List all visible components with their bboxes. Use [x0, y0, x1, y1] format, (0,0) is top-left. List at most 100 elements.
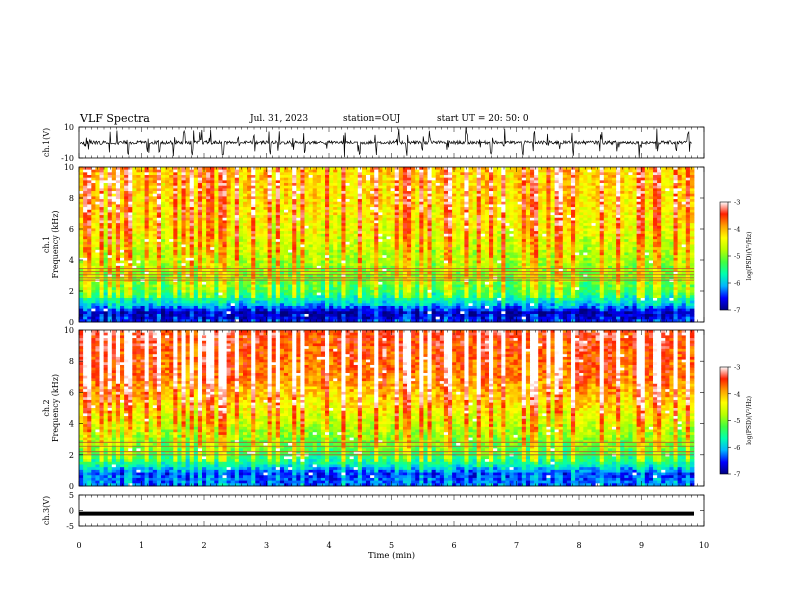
spectrogram-cell [214, 239, 219, 243]
spectrogram-cell [653, 188, 658, 192]
spectrogram-cell [132, 247, 137, 251]
spectrogram-cell [243, 169, 248, 173]
spectrogram-cell [431, 204, 437, 208]
spectrogram-cell [394, 212, 400, 216]
spectrogram-cell [161, 249, 166, 253]
spectrogram-cell [115, 169, 121, 173]
spectrogram-cell [353, 169, 359, 173]
spectrogram-cell [489, 177, 494, 181]
spectrogram-cell [607, 239, 613, 243]
spectrogram-cell [243, 188, 248, 192]
spectrogram-cell [513, 228, 519, 232]
spectrogram-cell [357, 175, 363, 179]
spectrogram-cell [681, 180, 687, 184]
spectrogram-cell [152, 241, 158, 245]
spectrogram-cell [247, 183, 252, 187]
spectrogram-cell [271, 201, 277, 205]
spectrogram-cell [79, 191, 84, 195]
spectrogram-cell [423, 244, 428, 248]
spectrogram-cell [234, 185, 240, 189]
spectrogram-cell [632, 196, 637, 200]
spectrogram-cell [103, 225, 109, 229]
spectrogram-cell [316, 223, 322, 227]
spectrogram-cell [329, 228, 334, 232]
spectrogram-cell [83, 225, 88, 229]
spectrogram-cell [538, 201, 543, 205]
spectrogram-cell [620, 191, 625, 195]
spectrogram-cell [632, 225, 637, 229]
spectrogram-cell [661, 199, 666, 203]
spectrogram-cell [152, 255, 158, 259]
spectrogram-cell [95, 199, 100, 203]
spectrogram-cell [624, 215, 629, 219]
spectrogram-cell [624, 201, 629, 205]
spectrogram-cell [288, 193, 293, 197]
spectrogram-cell [456, 249, 461, 253]
spectrogram-cell [484, 233, 490, 237]
spectrogram-cell [349, 244, 355, 248]
spectrogram-cell [665, 172, 670, 176]
spectrogram-cell [612, 201, 617, 205]
spectrogram-cell [329, 175, 334, 179]
spectrogram-cell [341, 252, 346, 256]
spectrogram-cell [165, 252, 170, 256]
spectrogram-cell [640, 185, 646, 189]
spectrogram-cell [136, 188, 141, 192]
spectrogram-cell [636, 201, 642, 205]
spectrogram-cell [628, 249, 633, 253]
spectrogram-cell [132, 244, 137, 248]
spectrogram-cell [427, 169, 432, 173]
spectrogram-cell [681, 220, 687, 224]
spectrogram-cell [411, 212, 416, 216]
spectrogram-cell [284, 180, 289, 184]
spectrogram-cell [222, 220, 227, 224]
spectrogram-cell [271, 183, 277, 187]
spectrogram-cell [669, 172, 674, 176]
spectrogram-cell [320, 207, 326, 211]
spectrogram-cell [575, 188, 580, 192]
spectrogram-cell [476, 236, 482, 240]
spectrogram-cell [218, 215, 223, 219]
spectrogram-cell [312, 225, 318, 229]
spectrogram-cell [263, 172, 268, 176]
spectrogram-cell [484, 231, 490, 235]
spectrogram-cell [177, 193, 182, 197]
spectrogram-cell [206, 249, 211, 253]
spectrogram-cell [603, 239, 609, 243]
spectrogram-cell [99, 183, 104, 187]
spectrogram-cell [566, 185, 572, 189]
spectrogram-cell [427, 223, 432, 227]
spectrogram-cell [640, 177, 646, 181]
spectrogram-cell [497, 225, 502, 229]
spectrogram-cell [427, 236, 432, 240]
spectrogram-cell [316, 247, 322, 251]
spectrogram-cell [300, 252, 305, 256]
spectrogram-cell [497, 207, 502, 211]
spectrogram-cell [87, 193, 92, 197]
spectrogram-cell [653, 180, 658, 184]
spectrogram-cell [398, 177, 404, 181]
spectrogram-cell [366, 217, 371, 221]
spectrogram-cell [620, 252, 625, 256]
spectrogram-cell [398, 172, 404, 176]
spectrogram-cell [140, 252, 145, 256]
spectrogram-cell [472, 220, 478, 224]
spectrogram-cell [603, 209, 609, 213]
spectrogram-cell [378, 188, 383, 192]
spectrogram-cell [538, 228, 543, 232]
spectrogram-cell [214, 255, 219, 259]
spectrogram-cell [95, 252, 100, 256]
spectrogram-cell [431, 220, 437, 224]
spectrogram-cell [653, 223, 658, 227]
spectrogram-cell [673, 188, 678, 192]
spectrogram-cell [308, 188, 314, 192]
spectrogram-cell [230, 204, 236, 208]
spectrogram-cell [337, 183, 342, 187]
spectrogram-cell [661, 217, 666, 221]
spectrogram-cell [517, 244, 523, 248]
spectrogram-cell [361, 252, 367, 256]
spectrogram-cell [91, 183, 96, 187]
spectrogram-cell [419, 191, 424, 195]
spectrogram-cell [263, 223, 268, 227]
spectrogram-cell [402, 212, 408, 216]
